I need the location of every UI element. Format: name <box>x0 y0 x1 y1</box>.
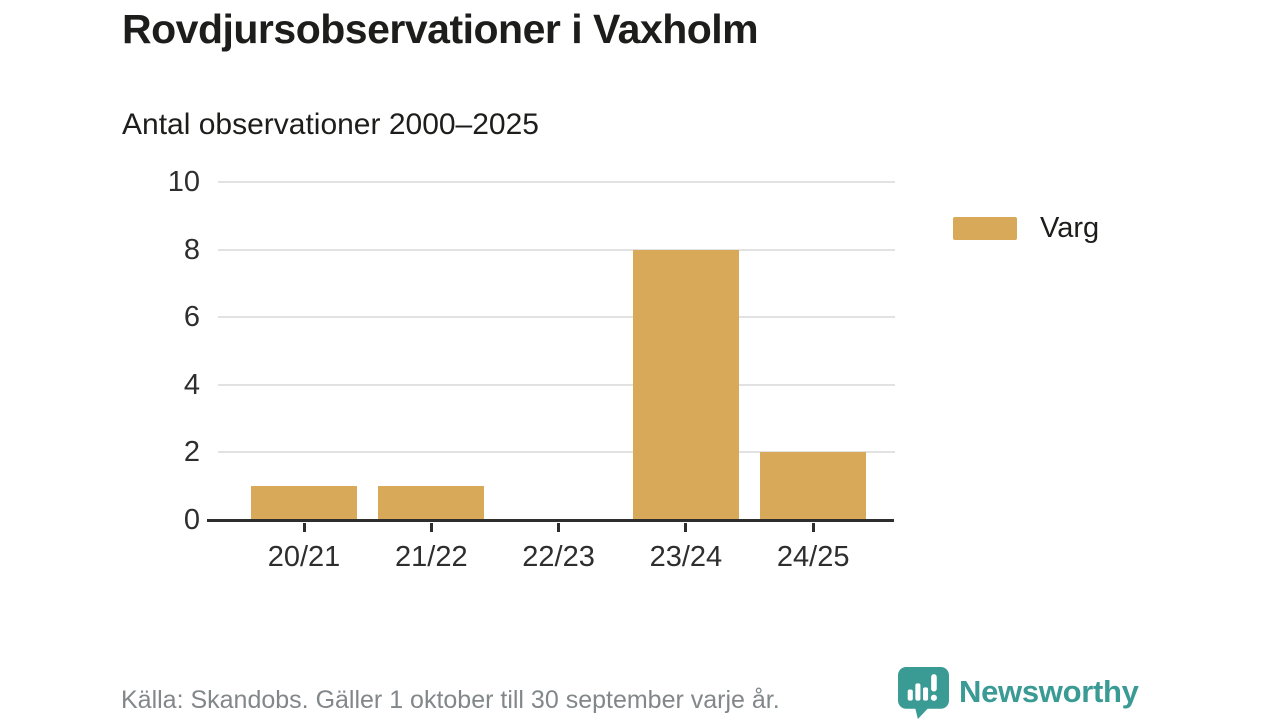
x-axis-tick-label: 23/24 <box>649 541 723 573</box>
brand-logo: Newsworthy <box>897 665 1139 719</box>
x-axis-tick-label: 20/21 <box>267 541 341 573</box>
bar-24/25 <box>760 452 867 520</box>
newsworthy-speech-bubble-chart-icon <box>898 666 949 719</box>
chart-title: Rovdjursobservationer i Vaxholm <box>122 6 759 52</box>
gridline-10 <box>218 181 895 183</box>
legend: Varg <box>953 210 1099 246</box>
legend-swatch-varg <box>953 216 1017 240</box>
x-axis-tick-label: 22/23 <box>522 541 595 573</box>
x-axis-tick <box>429 523 433 532</box>
x-axis-tick <box>302 523 306 532</box>
source-note: Källa: Skandobs. Gäller 1 oktober till 3… <box>121 686 780 714</box>
y-axis-tick-label: 2 <box>183 436 200 469</box>
y-axis-tick-label: 10 <box>167 166 200 198</box>
x-axis-tick-label: 21/22 <box>395 541 468 573</box>
y-axis-tick-label: 4 <box>183 368 200 401</box>
x-axis-line <box>207 519 894 522</box>
x-axis-tick-label: 24/25 <box>776 541 850 573</box>
bar-23/24 <box>632 249 739 520</box>
x-axis-tick <box>811 523 815 532</box>
chart-subtitle: Antal observationer 2000–2025 <box>122 108 539 141</box>
gridline-8 <box>218 248 895 251</box>
x-axis-tick <box>684 523 688 532</box>
legend-label: Varg <box>1040 211 1100 244</box>
y-axis-tick-label: 8 <box>183 233 200 266</box>
y-axis-tick-label: 6 <box>183 301 200 334</box>
bar-20/21 <box>251 486 357 520</box>
x-axis-tick <box>557 523 561 532</box>
gridline-2 <box>218 451 895 454</box>
brand-wordmark: Newsworthy <box>959 674 1139 709</box>
gridline-6 <box>218 316 895 319</box>
bar-21/22 <box>378 486 485 520</box>
gridline-4 <box>218 383 895 386</box>
y-axis-tick-label: 0 <box>183 504 200 536</box>
